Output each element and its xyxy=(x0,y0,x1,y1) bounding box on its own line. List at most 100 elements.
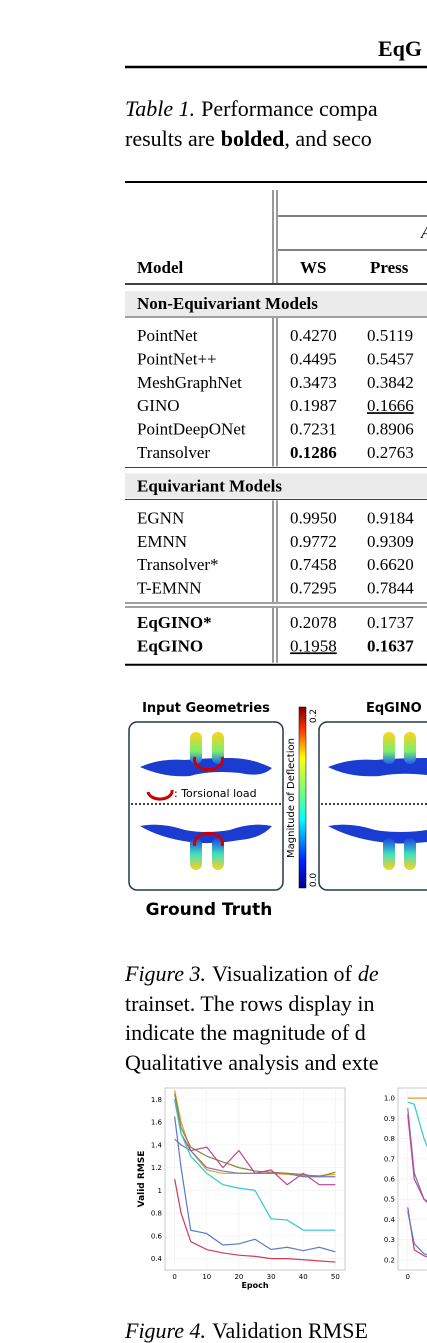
x-tick-label: 50 xyxy=(331,1273,340,1281)
y-tick-label: 0.2 xyxy=(384,1256,395,1264)
y-tick-label: 1.6 xyxy=(151,1119,163,1127)
figure-caption: Figure 3. Visualization of de xyxy=(124,961,379,986)
table-cell: 0.1286 xyxy=(290,443,337,462)
mesh xyxy=(328,758,427,777)
column-header: WS xyxy=(300,258,326,277)
table-cell: 0.1958 xyxy=(290,636,337,655)
table-cell: 0.5457 xyxy=(367,349,414,368)
y-tick-label: 1.4 xyxy=(151,1141,163,1149)
y-tick-label: 0.6 xyxy=(384,1176,396,1184)
figure-caption: trainset. The rows display in xyxy=(125,991,375,1016)
table-cell: Transolver* xyxy=(137,555,219,574)
y-tick-label: 0.8 xyxy=(384,1135,395,1143)
y-tick-label: 0.8 xyxy=(151,1210,162,1218)
mesh xyxy=(190,838,202,870)
x-tick-label: 40 xyxy=(299,1273,308,1281)
table-cell: EqGINO xyxy=(137,636,203,655)
table-cell: 0.7231 xyxy=(290,420,337,439)
table-cell: 0.7458 xyxy=(290,555,337,574)
mesh xyxy=(404,732,416,764)
load-arrow xyxy=(146,789,174,801)
figure-3: Input Geometries EqGINO : Torsional load… xyxy=(128,701,427,920)
section-header: Non-Equivariant Models xyxy=(137,294,318,313)
table-caption: results are bolded, and seco xyxy=(125,126,372,151)
figure-caption: indicate the magnitude of d xyxy=(125,1020,366,1045)
x-axis-label: Epoch xyxy=(241,1281,268,1290)
table-cell: 0.1737 xyxy=(367,613,414,632)
table-cell: PointNet++ xyxy=(137,349,217,368)
colorbar-tick-label: 0.0 xyxy=(309,873,319,888)
series-line xyxy=(174,1138,336,1178)
mesh xyxy=(140,758,272,777)
table-cell: 0.1637 xyxy=(367,636,414,655)
column-header: Model xyxy=(137,258,184,277)
colorbar xyxy=(298,706,307,889)
series-line xyxy=(407,1114,427,1204)
table-cell: PointDeepONet xyxy=(137,420,246,439)
mesh xyxy=(190,732,202,764)
running-title: EqG xyxy=(378,36,422,61)
table-cell: 0.7844 xyxy=(367,579,414,598)
x-tick-label: 0 xyxy=(172,1273,176,1281)
series-line xyxy=(174,1116,336,1253)
y-tick-label: 1 xyxy=(158,1187,162,1195)
table-caption: Table 1. Performance compa xyxy=(125,96,378,121)
panel-title: Input Geometries xyxy=(142,701,270,716)
table-cell: 0.8906 xyxy=(367,420,414,439)
y-axis-label: Valid RMSE xyxy=(137,1151,147,1208)
y-tick-label: 0.3 xyxy=(384,1236,395,1244)
figure-caption: Figure 4. Validation RMSE xyxy=(124,1318,368,1343)
mesh xyxy=(328,824,427,844)
table-cell: 0.3473 xyxy=(290,373,337,392)
section-header-bg xyxy=(125,291,427,316)
y-tick-label: 1.8 xyxy=(151,1096,162,1104)
table-cell: 0.2763 xyxy=(367,443,414,462)
panel-title: EqGINO xyxy=(366,701,422,716)
series-line xyxy=(174,1099,336,1186)
y-tick-label: 0.7 xyxy=(384,1155,395,1163)
table-cell: MeshGraphNet xyxy=(137,373,242,392)
series-line xyxy=(174,1099,336,1231)
y-tick-label: 0.5 xyxy=(384,1196,395,1204)
y-tick-label: 1.2 xyxy=(151,1164,162,1172)
load-arrow xyxy=(193,831,224,847)
line-chart: 0.4 0.6 0.8 1 1.2 1.4 1.6 1.8 0 10 20 30 40 50 Valid R… xyxy=(137,1087,346,1290)
colorbar-label: Magnitude of Deflection xyxy=(286,738,297,858)
mesh xyxy=(404,838,416,870)
y-tick-label: 0.6 xyxy=(151,1232,163,1240)
table-cell: EMNN xyxy=(137,532,187,551)
row-label: Ground Truth xyxy=(146,900,273,920)
table-cell: EGNN xyxy=(137,508,184,527)
colorbar-tick-label: 0.2 xyxy=(309,709,319,723)
series-line xyxy=(407,1108,427,1202)
x-tick-label: 30 xyxy=(267,1273,276,1281)
x-tick-label: 20 xyxy=(234,1273,243,1281)
table-cell: 0.9309 xyxy=(367,532,414,551)
load-arrow xyxy=(193,756,224,772)
table-cell: 0.1666 xyxy=(367,396,414,415)
table-cell: EqGINO* xyxy=(137,613,212,632)
series-line xyxy=(407,1101,427,1148)
series-line xyxy=(174,1178,336,1263)
y-tick-label: 1.0 xyxy=(384,1095,395,1103)
table-cell: 0.7295 xyxy=(290,579,337,598)
table-cell: 0.4270 xyxy=(290,326,337,345)
table-cell: GINO xyxy=(137,396,180,415)
table-cell: 0.4495 xyxy=(290,349,337,368)
section-header-bg xyxy=(125,473,427,499)
table: A Model WS Press Non-Equivariant Models P… xyxy=(125,181,427,666)
table-cell: 0.6620 xyxy=(367,555,414,574)
y-tick-label: 0.4 xyxy=(384,1216,396,1224)
table-cell: 0.9184 xyxy=(367,508,414,527)
y-tick-label: 0.4 xyxy=(151,1255,163,1263)
figure-caption: Qualitative analysis and exte xyxy=(125,1050,379,1075)
mesh xyxy=(212,838,224,870)
mesh xyxy=(383,838,395,870)
table-cell: 0.5119 xyxy=(367,326,413,345)
mesh xyxy=(383,732,395,764)
table-cell: Transolver xyxy=(137,443,210,462)
column-header: Press xyxy=(370,258,409,277)
y-tick-label: 0.9 xyxy=(384,1115,395,1123)
table-cell: 0.1987 xyxy=(290,396,337,415)
